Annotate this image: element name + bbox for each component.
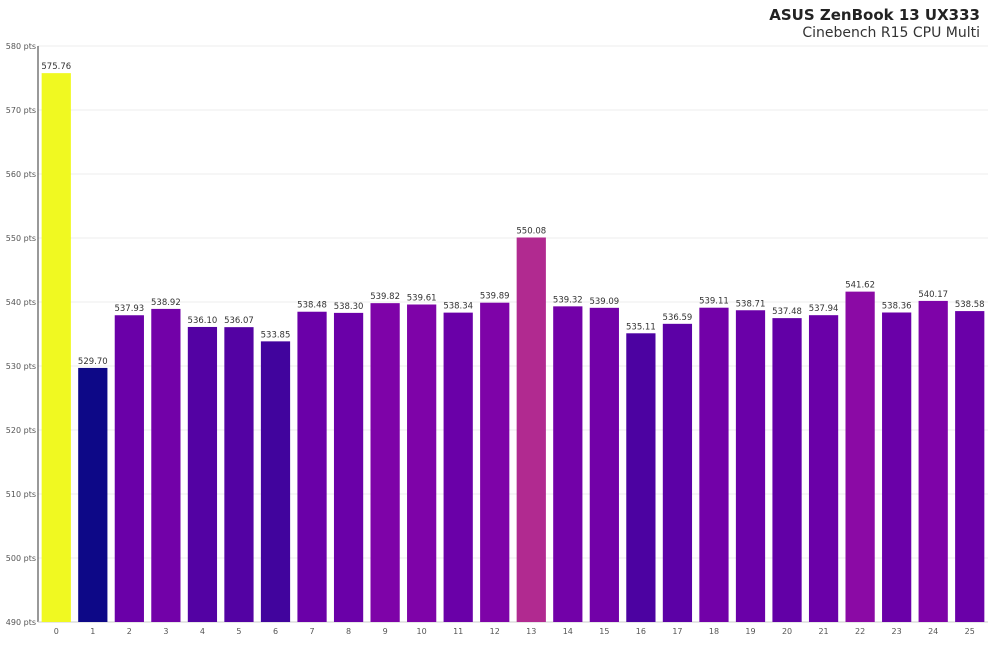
bar-value-label: 539.61 <box>407 293 437 303</box>
y-tick-label: 500 pts <box>6 554 36 563</box>
x-tick-label: 3 <box>163 627 168 636</box>
y-tick-label: 530 pts <box>6 362 36 371</box>
chart-subtitle: Cinebench R15 CPU Multi <box>802 25 980 41</box>
bar <box>626 333 656 622</box>
bar <box>260 341 291 622</box>
y-tick-label: 560 pts <box>6 170 36 179</box>
bar <box>955 311 985 622</box>
bar-value-label: 538.48 <box>297 301 327 311</box>
x-tick-label: 23 <box>892 627 902 636</box>
x-tick-label: 24 <box>928 627 938 636</box>
y-tick-label: 580 pts <box>6 42 36 51</box>
bar <box>845 291 875 622</box>
bar <box>735 310 766 622</box>
x-tick-label: 25 <box>965 627 975 636</box>
bar <box>41 73 71 623</box>
x-tick-label: 9 <box>383 627 388 636</box>
x-tick-label: 5 <box>236 627 241 636</box>
bar-value-label: 538.34 <box>443 302 473 312</box>
bar-value-label: 538.58 <box>955 300 985 310</box>
y-tick-label: 520 pts <box>6 426 36 435</box>
bar <box>882 312 912 622</box>
bar-value-label: 529.70 <box>78 357 108 367</box>
bar <box>662 323 693 622</box>
y-tick-label: 510 pts <box>6 490 36 499</box>
bar-value-label: 537.94 <box>809 304 839 314</box>
x-tick-label: 13 <box>526 627 536 636</box>
bar <box>516 237 546 622</box>
y-tick-label: 570 pts <box>6 106 36 115</box>
y-tick-label: 540 pts <box>6 298 36 307</box>
bar <box>114 315 144 622</box>
x-tick-label: 16 <box>636 627 646 636</box>
bar-value-label: 538.71 <box>736 299 766 309</box>
bar-value-label: 533.85 <box>261 330 291 340</box>
bar <box>553 306 583 622</box>
x-tick-label: 2 <box>127 627 132 636</box>
bar <box>407 304 437 622</box>
labels-layer: 575.76 0 529.70 1 537.93 2 538.92 3 536.10 4 536.0… <box>41 62 984 636</box>
x-tick-label: 12 <box>490 627 500 636</box>
x-tick-label: 20 <box>782 627 792 636</box>
x-tick-label: 15 <box>599 627 609 636</box>
bar <box>699 307 729 622</box>
bar <box>297 311 327 622</box>
bar <box>151 308 181 622</box>
bar-value-label: 535.11 <box>626 322 656 332</box>
bar-value-label: 539.09 <box>589 297 619 307</box>
bar <box>370 303 400 622</box>
bar-value-label: 538.36 <box>882 301 912 311</box>
x-tick-label: 10 <box>417 627 427 636</box>
axis-layer: 490 pts 500 pts 510 pts 520 pts 530 pts 540 p… <box>6 42 988 627</box>
bar-value-label: 539.11 <box>699 297 729 307</box>
bar-value-label: 536.59 <box>663 313 693 323</box>
x-tick-label: 7 <box>309 627 314 636</box>
bar-value-label: 540.17 <box>918 290 948 300</box>
bar-value-label: 537.48 <box>772 307 802 317</box>
x-tick-label: 1 <box>90 627 95 636</box>
bar-value-label: 536.07 <box>224 316 254 326</box>
x-tick-label: 8 <box>346 627 351 636</box>
bar <box>480 302 510 622</box>
x-tick-label: 21 <box>818 627 828 636</box>
bar-value-label: 539.89 <box>480 292 510 302</box>
bar <box>443 312 473 622</box>
bar <box>187 326 218 622</box>
x-tick-label: 17 <box>672 627 682 636</box>
bar-value-label: 539.82 <box>370 292 400 302</box>
bar <box>224 327 254 622</box>
bar-value-label: 538.30 <box>334 302 364 312</box>
bar-value-label: 536.10 <box>188 316 218 326</box>
bars-layer <box>41 73 985 623</box>
bar <box>918 300 948 622</box>
x-tick-label: 14 <box>563 627 573 636</box>
bar-value-label: 537.93 <box>114 304 144 314</box>
bar-value-label: 575.76 <box>41 62 71 72</box>
bar <box>333 312 364 622</box>
bar-value-label: 550.08 <box>516 226 546 236</box>
x-tick-label: 4 <box>200 627 205 636</box>
bar <box>772 318 802 622</box>
bar <box>589 307 619 622</box>
bar-value-label: 539.32 <box>553 295 583 305</box>
bar <box>808 315 839 622</box>
bar-value-label: 538.92 <box>151 298 181 308</box>
chart-title: ASUS ZenBook 13 UX333 <box>769 6 980 24</box>
bar <box>78 367 108 622</box>
x-tick-label: 19 <box>745 627 755 636</box>
y-tick-label: 550 pts <box>6 234 36 243</box>
x-tick-label: 6 <box>273 627 278 636</box>
x-tick-label: 22 <box>855 627 865 636</box>
x-tick-label: 18 <box>709 627 719 636</box>
x-tick-label: 0 <box>54 627 59 636</box>
bar-value-label: 541.62 <box>845 281 875 291</box>
x-tick-label: 11 <box>453 627 463 636</box>
y-tick-label: 490 pts <box>6 618 36 627</box>
